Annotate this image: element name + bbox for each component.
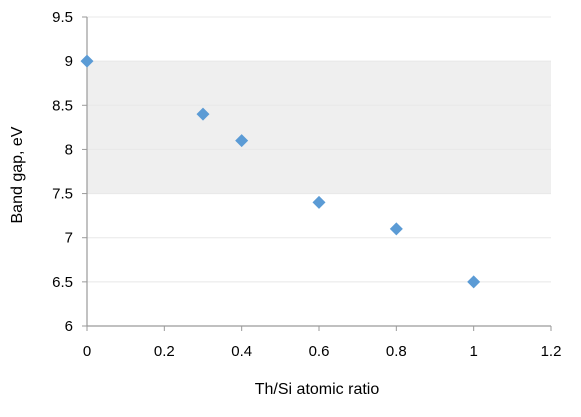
- y-tick-label: 7.5: [52, 186, 73, 203]
- data-point: [312, 195, 326, 209]
- x-tick-label: 0: [83, 343, 91, 360]
- data-point: [196, 107, 210, 121]
- data-point: [467, 275, 481, 289]
- y-tick-label: 7: [65, 230, 73, 247]
- x-axis-title: Th/Si atomic ratio: [255, 381, 380, 398]
- y-tick-label: 9.5: [52, 9, 73, 26]
- y-tick-label: 8: [65, 141, 73, 158]
- x-tick-label: 1: [469, 343, 477, 360]
- x-tick-labels: 0 0.2 0.4 0.6 0.8 1 1.2: [83, 343, 562, 360]
- data-point: [235, 134, 249, 148]
- x-tick-label: 0.4: [231, 343, 252, 360]
- x-tick-label: 0.6: [309, 343, 330, 360]
- x-tick-label: 0.2: [154, 343, 175, 360]
- y-tick-label: 8.5: [52, 97, 73, 114]
- gridlines: [87, 16, 551, 283]
- y-axis-title: Band gap, eV: [9, 126, 26, 223]
- y-tick-label: 9: [65, 53, 73, 70]
- x-tick-label: 1.2: [541, 343, 562, 360]
- y-tick-label: 6: [65, 318, 73, 335]
- y-tick-label: 6.5: [52, 274, 73, 291]
- y-tick-labels: 6 6.5 7 7.5 8 8.5 9 9.5: [52, 9, 73, 335]
- data-point: [80, 54, 94, 68]
- shaded-band: [87, 61, 551, 194]
- data-points: [80, 54, 481, 289]
- axes: [82, 16, 552, 331]
- x-tick-label: 0.8: [386, 343, 407, 360]
- data-point: [389, 222, 403, 236]
